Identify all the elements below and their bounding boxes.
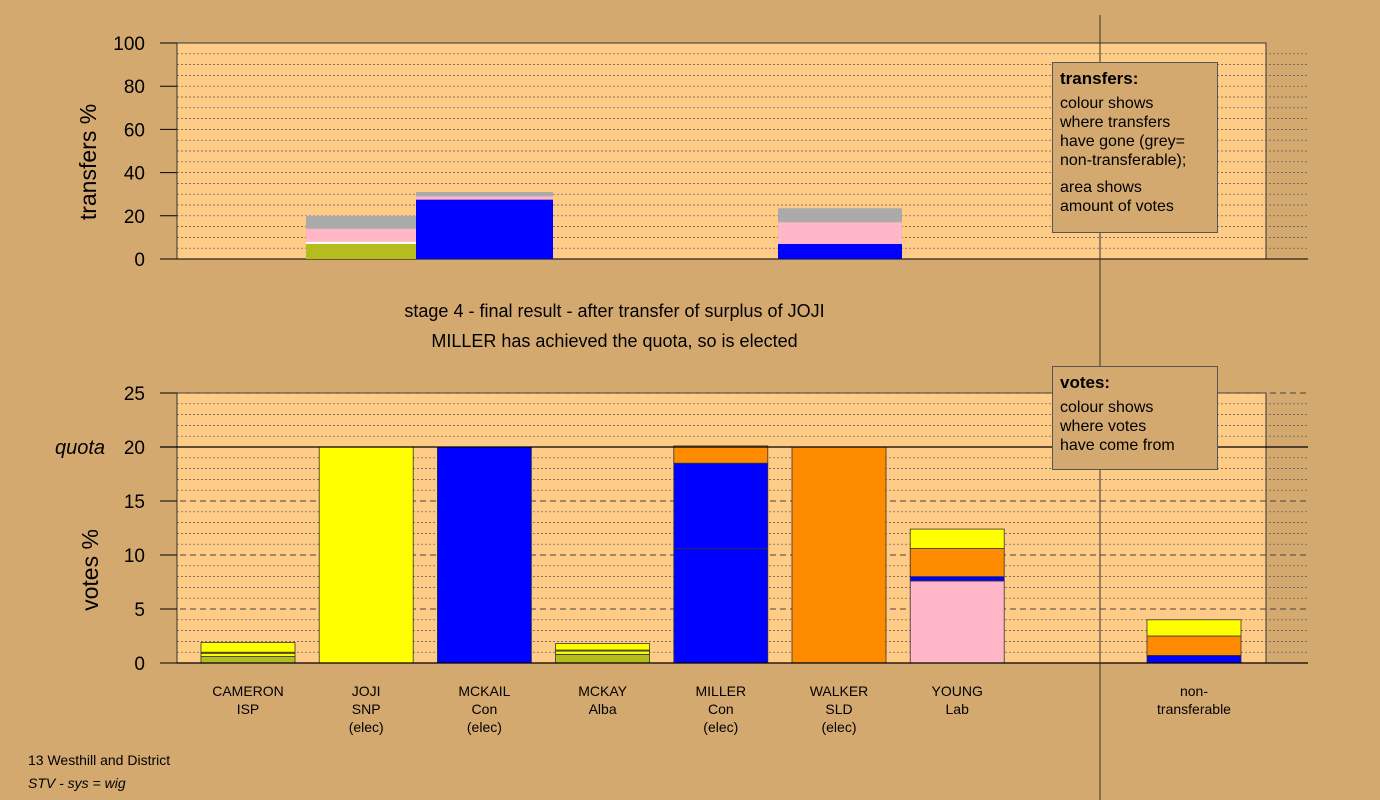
footer-ward: 13 Westhill and District bbox=[28, 752, 171, 768]
transfers-legend-line: have gone (grey= bbox=[1060, 133, 1185, 150]
transfers-y-axis-label: transfers % bbox=[75, 104, 101, 220]
candidate-label: SLD bbox=[825, 701, 852, 717]
transfers-y-tick-label: 20 bbox=[124, 207, 145, 228]
votes-y-axis-label: votes % bbox=[77, 529, 103, 611]
vote-bar-segment bbox=[909, 548, 1005, 578]
vote-bar-segment bbox=[1146, 635, 1242, 656]
transfers-y-tick-label: 40 bbox=[124, 164, 145, 185]
vote-bar-segment bbox=[318, 446, 414, 664]
vote-bar-segment bbox=[791, 446, 887, 664]
transfers-legend-line: non-transferable); bbox=[1060, 152, 1187, 169]
vote-bar-segment bbox=[200, 656, 296, 664]
votes-y-tick-label: 0 bbox=[134, 654, 145, 675]
transfers-y-tick-label: 100 bbox=[113, 34, 145, 55]
votes-legend-title: votes: bbox=[1060, 373, 1111, 392]
candidate-label: SNP bbox=[352, 701, 381, 717]
transfer-bar-segment bbox=[306, 215, 416, 229]
stage-caption: stage 4 - final result - after transfer … bbox=[362, 296, 867, 356]
transfers-legend-line: where transfers bbox=[1060, 114, 1171, 131]
transfer-bar-segment bbox=[306, 241, 416, 244]
vote-bar-segment bbox=[436, 446, 532, 664]
candidate-label: YOUNG bbox=[932, 683, 983, 699]
transfers-legend-title: transfers: bbox=[1060, 69, 1139, 88]
transfers-legend: transfers: colour shows where transfers … bbox=[1052, 62, 1218, 233]
quota-label: quota bbox=[55, 437, 105, 459]
vote-bar-segment bbox=[673, 446, 769, 464]
transfers-legend-line: colour shows bbox=[1060, 95, 1154, 112]
vote-bar-segment bbox=[1146, 655, 1242, 664]
transfers-y-tick-label: 60 bbox=[124, 120, 145, 141]
votes-legend: votes: colour shows where votes have com… bbox=[1052, 366, 1218, 470]
transfer-bar-segment bbox=[306, 228, 416, 242]
transfer-bar-segment bbox=[778, 208, 902, 223]
transfers-y-tick-label: 0 bbox=[134, 250, 145, 271]
transfer-bar-segment bbox=[416, 192, 553, 197]
vote-bar-segment bbox=[673, 462, 769, 549]
votes-y-tick-label: 25 bbox=[124, 384, 145, 405]
votes-y-tick-label: 15 bbox=[124, 492, 145, 513]
transfers-legend-line: amount of votes bbox=[1060, 198, 1174, 215]
candidate-label: non- bbox=[1180, 683, 1208, 699]
transfer-bar-segment bbox=[416, 196, 553, 200]
caption-line-2: MILLER has achieved the quota, so is ele… bbox=[431, 331, 798, 351]
candidate-label: JOJI bbox=[352, 683, 381, 699]
candidate-label: Alba bbox=[589, 701, 617, 717]
vote-bar-segment bbox=[673, 548, 769, 664]
vote-bar-segment bbox=[555, 643, 650, 651]
votes-y-tick-label: 20 bbox=[124, 438, 145, 459]
transfer-bar-segment bbox=[778, 222, 902, 244]
transfer-bar-segment bbox=[778, 243, 902, 259]
transfers-legend-line: area shows bbox=[1060, 179, 1142, 196]
candidate-label: WALKER bbox=[810, 683, 869, 699]
candidate-label: CAMERON bbox=[212, 683, 284, 699]
transfer-bar-segment bbox=[306, 243, 416, 259]
votes-legend-line: colour shows bbox=[1060, 399, 1154, 416]
votes-y-tick-label: 10 bbox=[124, 546, 145, 567]
candidate-label: (elec) bbox=[349, 719, 384, 735]
vote-bar-segment bbox=[909, 576, 1005, 582]
transfers-y-tick-label: 80 bbox=[124, 77, 145, 98]
candidate-label: MCKAY bbox=[578, 683, 627, 699]
candidate-label: (elec) bbox=[467, 719, 502, 735]
votes-legend-line: have come from bbox=[1060, 437, 1175, 454]
vote-bar-segment bbox=[555, 650, 650, 655]
candidate-label: MCKAIL bbox=[458, 683, 510, 699]
vote-bar-segment bbox=[909, 528, 1005, 549]
vote-bar-segment bbox=[555, 653, 650, 664]
vote-bar-segment bbox=[200, 652, 296, 657]
vote-bar-segment bbox=[909, 580, 1005, 664]
vote-bar-segment bbox=[1146, 619, 1242, 637]
candidate-label: (elec) bbox=[821, 719, 856, 735]
candidate-label: MILLER bbox=[696, 683, 747, 699]
candidate-label: Lab bbox=[946, 701, 970, 717]
caption-line-1: stage 4 - final result - after transfer … bbox=[404, 301, 825, 321]
transfer-bar-segment bbox=[416, 199, 553, 259]
vote-bar-segment bbox=[200, 642, 296, 653]
candidate-label: (elec) bbox=[703, 719, 738, 735]
candidate-label: Con bbox=[708, 701, 734, 717]
votes-legend-line: where votes bbox=[1060, 418, 1147, 435]
votes-y-tick-label: 5 bbox=[134, 600, 145, 621]
candidate-label: Con bbox=[472, 701, 498, 717]
candidate-label: ISP bbox=[237, 701, 260, 717]
candidate-label: transferable bbox=[1157, 701, 1231, 717]
footer-system: STV - sys = wig bbox=[28, 775, 126, 791]
